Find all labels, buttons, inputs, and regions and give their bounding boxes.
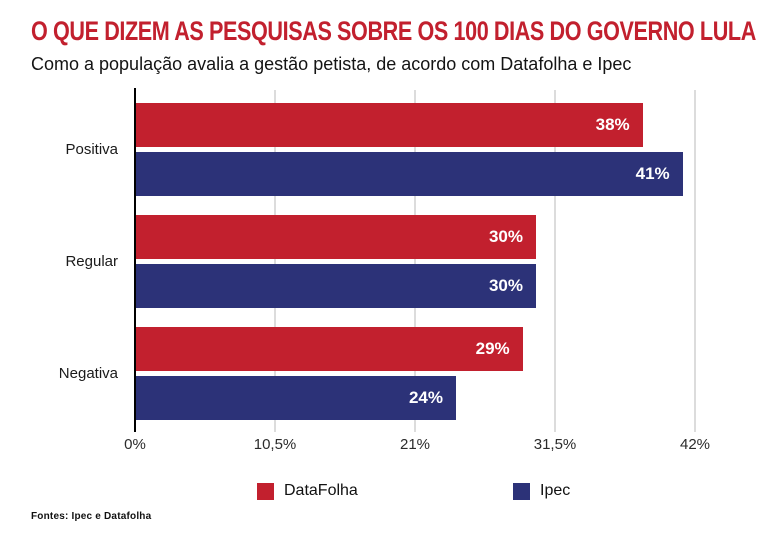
chart-subtitle: Como a população avalia a gestão petista… (31, 54, 632, 74)
y-axis-line (134, 88, 136, 432)
bar-value-label: 41% (635, 164, 670, 183)
x-tick-label: 10,5% (253, 436, 297, 453)
bar-value-label: 30% (488, 276, 523, 295)
bar-ipec-positiva: 41% (136, 152, 683, 196)
legend-item-datafolha: DataFolha (257, 482, 358, 500)
legend-item-ipec: Ipec (513, 482, 570, 500)
bar-value-label: 30% (488, 227, 523, 246)
x-tick-label: 31,5% (533, 436, 577, 453)
chart-title: O QUE DIZEM AS PESQUISAS SOBRE OS 100 DI… (31, 16, 756, 46)
bar-value-label: 29% (475, 339, 510, 358)
legend-swatch (513, 482, 530, 500)
x-tick-label: 0% (124, 436, 146, 453)
x-tick-label: 42% (679, 436, 711, 453)
gridline (414, 90, 416, 432)
gridline (274, 90, 276, 432)
bar-ipec-regular: 30% (136, 264, 536, 308)
category-label-positiva: Positiva (65, 140, 118, 158)
x-tick-label: 21% (399, 436, 431, 453)
bar-ipec-negativa: 24% (136, 376, 456, 420)
legend-label: DataFolha (284, 482, 358, 499)
category-label-regular: Regular (65, 252, 118, 270)
legend-label: Ipec (540, 482, 571, 499)
gridline (554, 90, 556, 432)
bar-datafolha-regular: 30% (136, 215, 536, 259)
bar-value-label: 38% (595, 115, 630, 134)
bar-datafolha-negativa: 29% (136, 327, 523, 371)
gridline (694, 90, 696, 432)
source-note: Fontes: Ipec e Datafolha (31, 511, 152, 522)
category-label-negativa: Negativa (58, 364, 118, 382)
bar-datafolha-positiva: 38% (136, 103, 643, 147)
legend-swatch (257, 482, 274, 500)
bar-value-label: 24% (408, 388, 443, 407)
